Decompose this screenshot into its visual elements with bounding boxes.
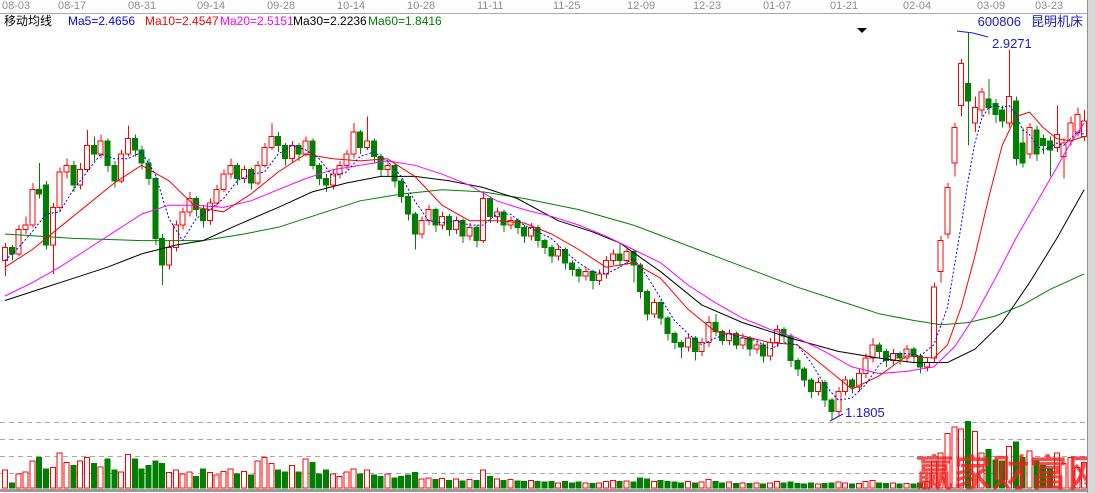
ma-legend-item: Ma5=2.4656 [68, 14, 136, 28]
date-tick: 09-14 [197, 0, 226, 12]
date-tick: 10-28 [407, 0, 436, 12]
date-tick: 01-07 [763, 0, 792, 12]
ma-legend-title: 移动均线 [4, 14, 53, 28]
date-tick: 08-31 [128, 0, 157, 12]
ma-legend-item: Ma20=2.5151 [220, 14, 294, 28]
date-tick: 10-14 [337, 0, 366, 12]
date-tick: 11-11 [477, 0, 504, 12]
date-tick: 08-03 [2, 0, 31, 12]
date-tick: 02-04 [903, 0, 932, 12]
ma-legend-item: Ma60=1.8416 [368, 14, 442, 28]
right-scrollbar[interactable] [1087, 0, 1095, 493]
ma-legend-item: Ma10=2.4547 [145, 14, 219, 28]
date-tick: 08-17 [58, 0, 87, 12]
ma-legend-item: Ma30=2.2236 [293, 14, 367, 28]
date-tick: 03-23 [1035, 0, 1064, 12]
date-tick: 03-09 [977, 0, 1006, 12]
date-tick: 12-09 [627, 0, 656, 12]
date-axis: 08-03 08-17 08-31 09-14 09-28 10-14 10-28 11-11… [0, 0, 1087, 14]
date-tick: 01-21 [830, 0, 859, 12]
stock-title: 600806 昆明机床 [978, 15, 1083, 29]
date-tick: 12-23 [693, 0, 722, 12]
date-tick: 09-28 [267, 0, 296, 12]
annotation-high: 2.9271 [992, 36, 1032, 51]
annotation-low: 1.1805 [845, 405, 885, 420]
stock-name: 昆明机床 [1030, 14, 1083, 29]
stock-code: 600806 [977, 14, 1021, 29]
ma-legend: 移动均线 Ma5=2.4656 Ma10=2.4547 Ma20=2.5151 Ma3… [0, 15, 1087, 28]
date-tick: 11-25 [553, 0, 581, 12]
